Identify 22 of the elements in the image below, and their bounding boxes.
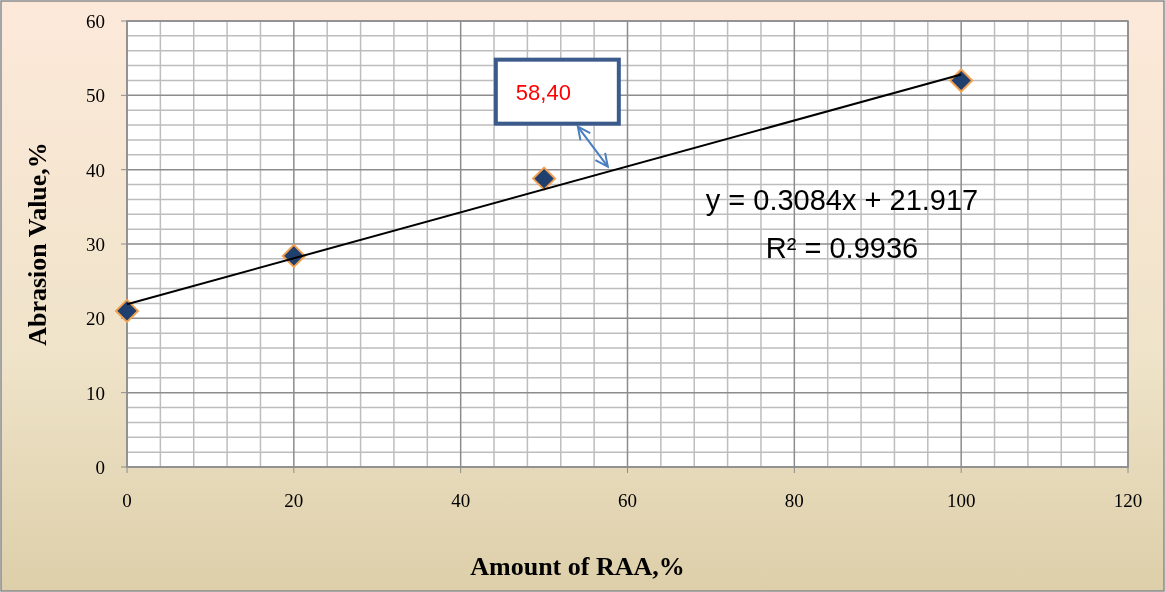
x-tick-label: 40	[451, 490, 471, 511]
annotation: R² = 0.9936	[765, 232, 919, 264]
point	[532, 166, 557, 191]
x-axis-title: Amount of RAA,%	[470, 552, 685, 581]
x-tick-label: 0	[122, 490, 132, 511]
point	[949, 68, 974, 93]
y-axis-title: Abrasion Value,%	[23, 142, 52, 346]
y-tick-label: 30	[86, 234, 105, 255]
y-tick-label: 60	[86, 11, 105, 32]
x-tick-label: 80	[784, 490, 804, 511]
annotation: y = 0.3084x + 21.917	[705, 184, 979, 216]
y-tick-label: 50	[86, 85, 105, 107]
y-tick-label: 40	[86, 159, 105, 181]
x-tick-label: 60	[618, 490, 637, 511]
annotation: 58,40	[515, 79, 571, 105]
y-tick-label: 20	[86, 308, 105, 330]
x-tick-label: 120	[1113, 490, 1143, 511]
x-tick-label: 100	[946, 490, 976, 511]
y-tick-label: 10	[86, 382, 105, 404]
point	[115, 298, 139, 323]
x-tick-label: 20	[284, 490, 304, 511]
y-tick-label: 0	[95, 457, 105, 478]
